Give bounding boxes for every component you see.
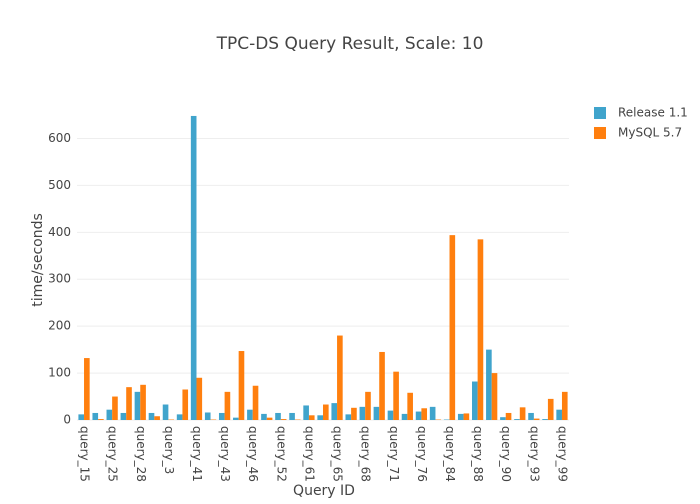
bar bbox=[163, 405, 169, 420]
bar bbox=[140, 385, 146, 420]
bar bbox=[84, 358, 90, 420]
y-axis-label: time/seconds bbox=[30, 213, 46, 307]
bar bbox=[486, 350, 492, 420]
x-tick-label: query_88 bbox=[471, 426, 485, 482]
legend-swatch bbox=[594, 127, 606, 139]
x-tick-label: query_93 bbox=[527, 426, 541, 482]
bar bbox=[196, 378, 202, 420]
bar bbox=[253, 386, 259, 420]
bar bbox=[520, 407, 526, 420]
x-axis-label: Query ID bbox=[293, 483, 355, 499]
bar bbox=[562, 392, 568, 420]
bar bbox=[281, 419, 287, 420]
x-tick-label: query_15 bbox=[78, 426, 92, 482]
bar bbox=[421, 408, 427, 420]
bar bbox=[430, 407, 436, 420]
bar bbox=[472, 382, 478, 420]
bar bbox=[402, 414, 408, 420]
bar bbox=[534, 419, 540, 420]
bar bbox=[303, 405, 309, 420]
bar bbox=[112, 397, 118, 420]
x-tick-label: query_46 bbox=[246, 426, 260, 482]
bar bbox=[323, 405, 329, 420]
bar bbox=[233, 418, 239, 420]
bar bbox=[317, 415, 323, 420]
y-tick-label: 0 bbox=[63, 413, 71, 427]
bar bbox=[267, 418, 273, 420]
x-tick-label: query_25 bbox=[106, 426, 120, 482]
legend-label: MySQL 5.7 bbox=[618, 126, 682, 140]
bar bbox=[374, 407, 380, 420]
bar bbox=[78, 414, 84, 420]
bar bbox=[514, 419, 520, 420]
bar bbox=[219, 413, 225, 420]
bar bbox=[407, 393, 413, 420]
x-tick-label: query_68 bbox=[359, 426, 373, 482]
bar bbox=[458, 414, 464, 420]
bar bbox=[225, 392, 231, 420]
bar bbox=[261, 414, 267, 420]
y-tick-label: 400 bbox=[48, 225, 71, 239]
bar bbox=[177, 414, 183, 420]
x-tick-label: query_3 bbox=[162, 426, 176, 474]
bar bbox=[393, 372, 399, 420]
x-tick-label: query_90 bbox=[499, 426, 513, 482]
x-tick-label: query_65 bbox=[331, 426, 345, 482]
bar bbox=[205, 412, 211, 420]
x-tick-label: query_61 bbox=[302, 426, 316, 482]
legend-swatch bbox=[594, 107, 606, 119]
bar bbox=[149, 413, 155, 420]
bar bbox=[360, 407, 366, 420]
bar bbox=[309, 415, 315, 420]
chart-title: TPC-DS Query Result, Scale: 10 bbox=[216, 34, 484, 54]
y-tick-label: 500 bbox=[48, 178, 71, 192]
bar bbox=[289, 413, 295, 420]
bar bbox=[135, 392, 141, 420]
x-tick-label: query_52 bbox=[274, 426, 288, 482]
bar bbox=[239, 351, 245, 420]
y-tick-label: 200 bbox=[48, 319, 71, 333]
y-tick-label: 100 bbox=[48, 366, 71, 380]
x-tick-label: query_84 bbox=[443, 426, 457, 482]
y-tick-label: 600 bbox=[48, 131, 71, 145]
bar bbox=[500, 417, 506, 420]
x-tick-label: query_41 bbox=[190, 426, 204, 482]
bar bbox=[92, 413, 98, 420]
bar bbox=[450, 235, 456, 420]
x-tick-label: query_71 bbox=[387, 426, 401, 482]
bar bbox=[98, 419, 104, 420]
bar bbox=[182, 390, 188, 420]
x-tick-label: query_43 bbox=[218, 426, 232, 482]
y-tick-label: 300 bbox=[48, 272, 71, 286]
bar bbox=[388, 411, 394, 420]
bar bbox=[506, 413, 512, 420]
bar bbox=[345, 414, 351, 420]
bar bbox=[275, 413, 281, 420]
bar bbox=[542, 419, 548, 420]
bar bbox=[492, 373, 498, 420]
x-tick-label: query_76 bbox=[415, 426, 429, 482]
bar bbox=[191, 116, 197, 420]
bar bbox=[154, 416, 160, 420]
bar bbox=[365, 392, 371, 420]
bar bbox=[121, 413, 127, 420]
bar bbox=[379, 352, 385, 420]
bar bbox=[548, 399, 554, 420]
bar bbox=[416, 412, 422, 420]
bar bbox=[528, 413, 534, 420]
bar bbox=[247, 410, 253, 420]
bar bbox=[464, 413, 470, 420]
bar bbox=[126, 387, 132, 420]
x-tick-label: query_28 bbox=[134, 426, 148, 482]
bar bbox=[556, 410, 562, 420]
bar bbox=[331, 403, 337, 420]
bar bbox=[478, 239, 484, 420]
bar bbox=[337, 336, 343, 420]
bar bbox=[351, 408, 357, 420]
legend-label: Release 1.1 bbox=[618, 106, 688, 120]
x-tick-label: query_99 bbox=[555, 426, 569, 482]
bar bbox=[107, 410, 113, 420]
